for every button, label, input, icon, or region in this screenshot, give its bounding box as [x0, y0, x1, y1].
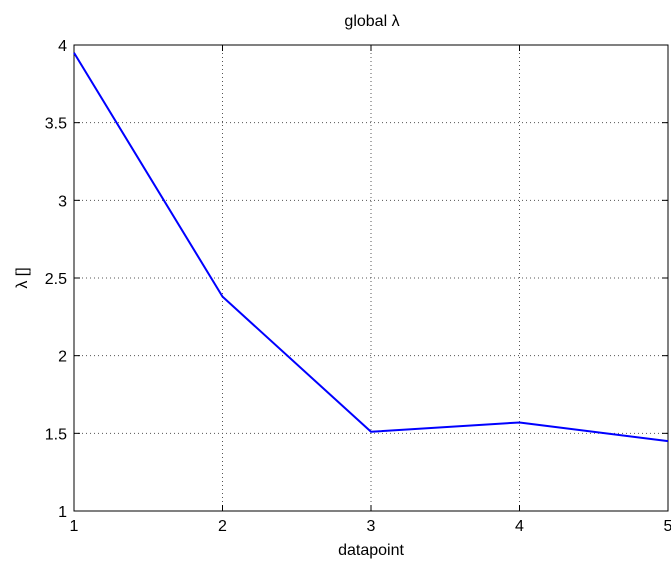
y-axis-label: λ [] [14, 267, 31, 288]
y-tick-labels: 1 1.5 2 2.5 3 3.5 4 [45, 38, 67, 521]
axis-ticks [73, 44, 669, 512]
chart-title: global λ [344, 13, 399, 30]
x-tick-label: 1 [70, 518, 79, 535]
y-tick-label: 1 [58, 504, 67, 521]
x-axis-label: datapoint [338, 542, 404, 559]
series-line [73, 52, 669, 443]
y-tick-label: 4 [58, 38, 67, 55]
y-tick-label: 2.5 [45, 271, 67, 288]
y-tick-label: 1.5 [45, 426, 67, 443]
y-tick-label: 2 [58, 349, 67, 366]
x-tick-label: 3 [367, 518, 376, 535]
x-tick-label: 5 [664, 518, 671, 535]
grid-lines [74, 45, 668, 511]
x-tick-label: 4 [515, 518, 524, 535]
x-tick-label: 2 [218, 518, 227, 535]
series-layer [73, 52, 669, 443]
x-tick-labels: 1 2 3 4 5 [70, 518, 671, 535]
y-tick-label: 3 [58, 193, 67, 210]
y-tick-label: 3.5 [45, 116, 67, 133]
